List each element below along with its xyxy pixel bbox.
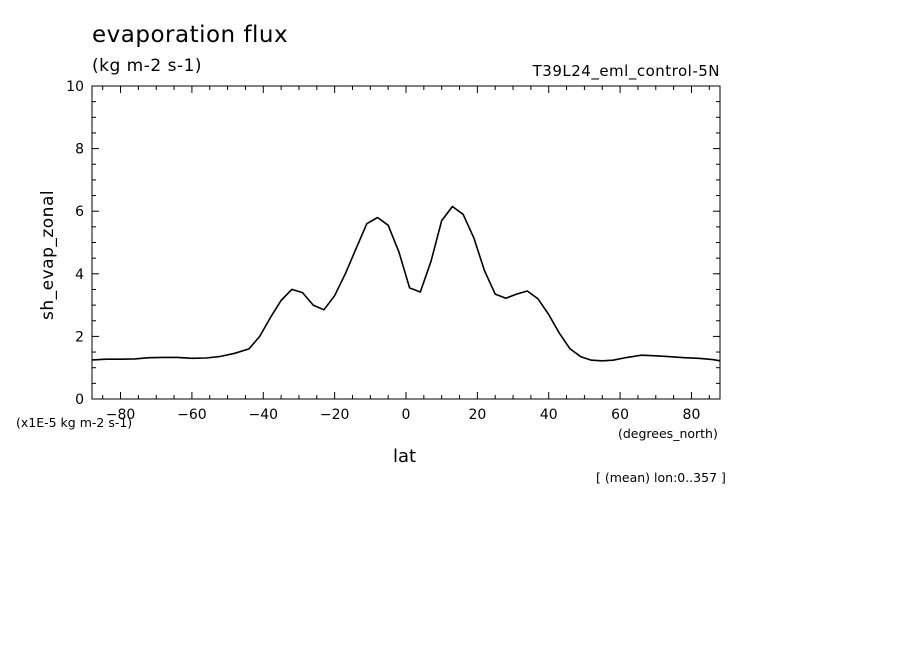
plot-frame: [91, 85, 721, 400]
x-tick-label: 80: [683, 407, 701, 423]
plot-axes: [91, 85, 721, 400]
y-tick-label: 0: [75, 392, 84, 408]
x-tick-label: −80: [106, 407, 136, 423]
series-group: [91, 205, 721, 362]
y-tick-label: 6: [75, 204, 84, 220]
y-tick-label: 8: [75, 142, 84, 158]
x-tick-label: −40: [248, 407, 278, 423]
x-axis-label: lat: [393, 446, 417, 467]
x-tick-label: 60: [611, 407, 629, 423]
x-tick-label: 0: [402, 407, 411, 423]
averaging-note: [ (mean) lon:0..357 ]: [596, 470, 726, 485]
x-tick-label: 20: [468, 407, 486, 423]
x-tick-label: −60: [177, 407, 207, 423]
y-tick-label: 2: [75, 329, 84, 345]
axis-ticks: [92, 85, 720, 400]
series-line: [91, 205, 721, 362]
y-scale-note: (x1E-5 kg m-2 s-1): [16, 415, 133, 430]
y-tick-label: 10: [66, 79, 84, 95]
run-name: T39L24_eml_control-5N: [532, 62, 720, 80]
x-axis-units: (degrees_north): [618, 426, 718, 441]
x-tick-label: 40: [540, 407, 558, 423]
tick-labels: −80 −60 −40 −20 0 20 40 60 80 0 2 4 6 8 10: [66, 79, 700, 423]
chart-title: evaporation flux: [92, 22, 289, 48]
chart-units: (kg m-2 s-1): [92, 56, 203, 76]
x-tick-label: −20: [320, 407, 350, 423]
y-tick-label: 4: [75, 267, 84, 283]
